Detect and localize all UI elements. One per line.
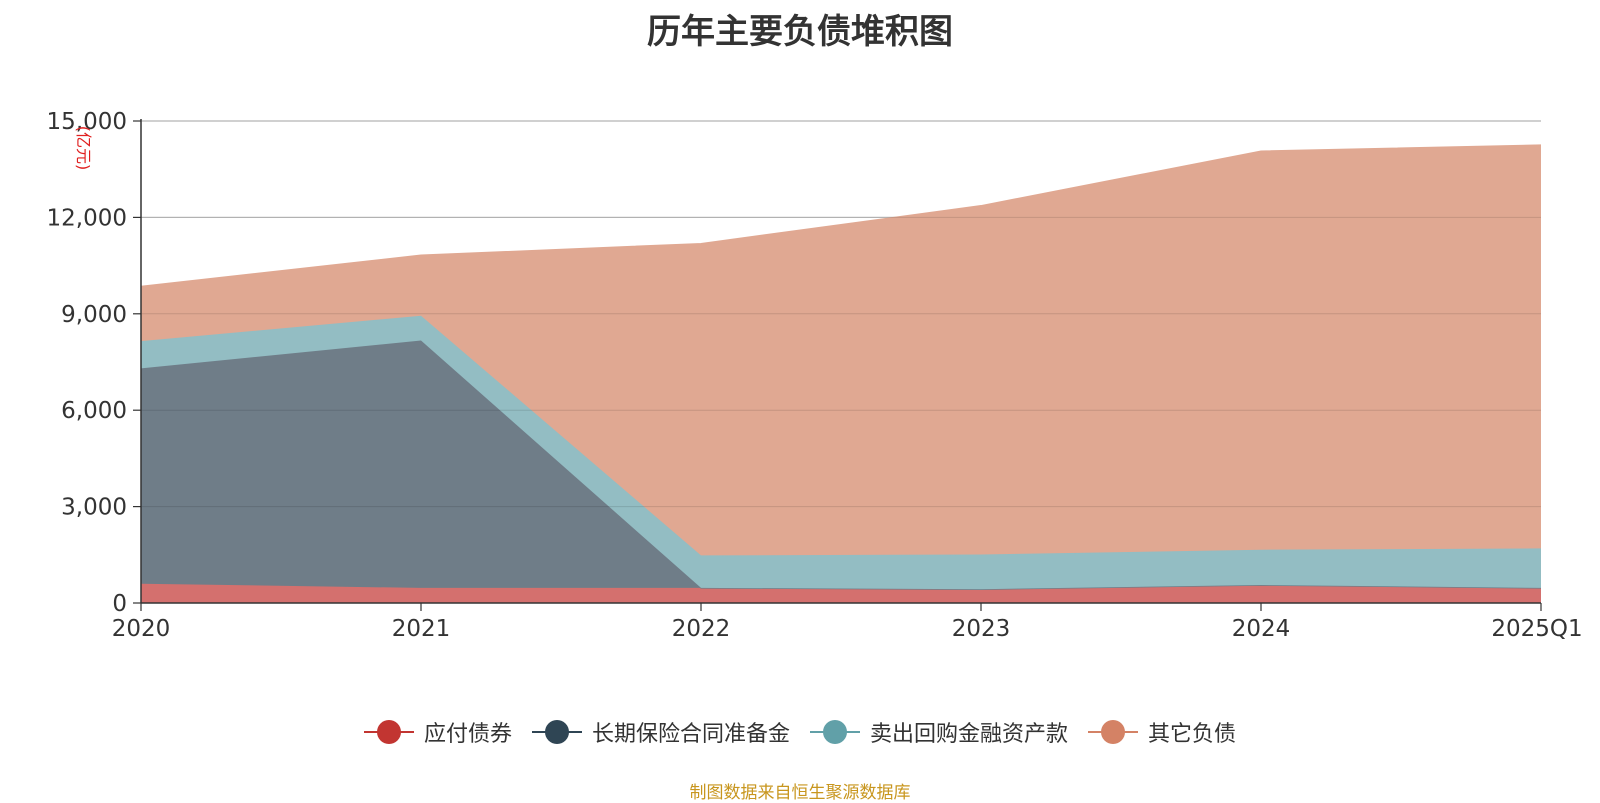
area-series-3 [141,315,1541,590]
area-series-4 [141,145,1541,556]
legend-label: 卖出回购金融资产款 [870,722,1069,747]
legend-marker-icon [363,719,414,745]
legend-item-4[interactable]: 其它负债 [1088,716,1236,748]
legend-label: 长期保险合同准备金 [591,722,790,747]
x-tick-label: 2021 [392,616,451,642]
series-line-4 [140,144,1542,288]
legend-dot [823,720,847,744]
legend-dot [544,720,569,744]
legend-dot [1101,720,1126,744]
legend-label: 其它负债 [1148,722,1237,747]
legend-marker-icon [1088,719,1139,745]
legend-item-1[interactable]: 应付债券 [363,716,512,748]
y-tick-label: 6,000 [61,398,127,424]
x-tick-label: 2020 [112,616,171,642]
source-note: 制图数据来自恒生聚源数据库 [689,783,911,803]
x-tick-label: 2024 [1232,616,1291,642]
y-tick-label: 12,000 [47,205,127,231]
y-tick-label: 15,000 [47,109,127,135]
chart-title: 历年主要负债堆积图 [647,12,953,52]
y-tick-label: 0 [112,591,127,617]
legend-item-3[interactable]: 卖出回购金融资产款 [810,716,1068,748]
x-tick-label: 2025Q1 [1491,616,1582,642]
legend-marker-icon [531,719,582,745]
y-tick-label: 3,000 [61,495,127,521]
x-tick-label: 2022 [672,616,731,642]
y-unit-label: (亿元) [74,126,93,171]
x-tick-label: 2023 [952,616,1011,642]
legend-marker-icon [810,719,860,745]
legend-label: 应付债券 [423,722,512,747]
legend: 应付债券 长期保险合同准备金 卖出回购金融资产款 其它负债 [0,716,1600,748]
y-tick-label: 9,000 [61,302,127,328]
legend-dot [376,720,401,744]
legend-item-2[interactable]: 长期保险合同准备金 [531,716,790,748]
